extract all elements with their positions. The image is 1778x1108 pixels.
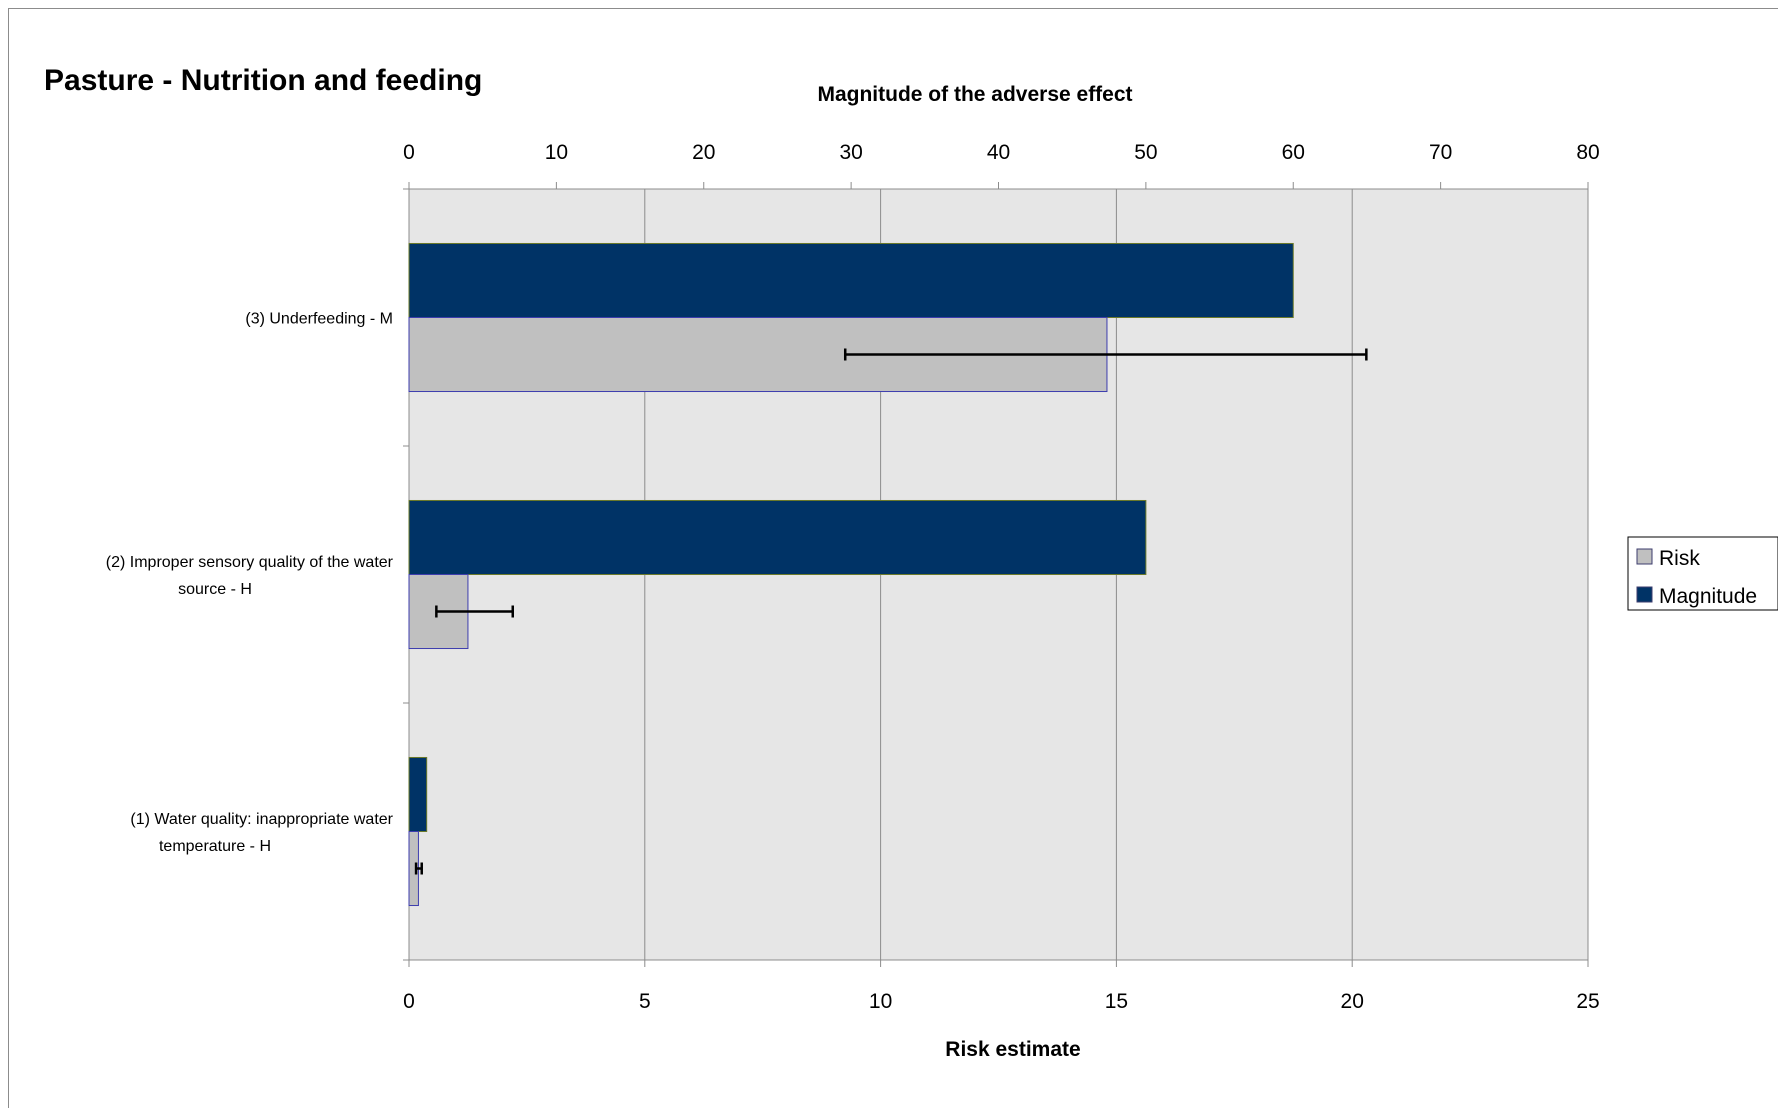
legend-label: Magnitude [1659,585,1757,608]
legend-swatch [1636,548,1653,565]
category-label-line: (3) Underfeeding - M [245,311,393,328]
top-tick-label: 40 [987,141,1010,164]
top-tick-label: 60 [1282,141,1305,164]
top-tick-label: 20 [692,141,715,164]
legend-label: Risk [1659,547,1700,570]
category-label: (3) Underfeeding - M [245,311,393,328]
chart-frame [8,8,1778,1108]
category-label: (2) Improper sensory quality of the wate… [106,554,394,598]
plot-area: (3) Underfeeding - M (2) Improper sensory… [106,141,1600,1013]
bottom-tick-label: 20 [1341,990,1364,1013]
top-tick-label: 80 [1576,141,1599,164]
top-tick-label: 10 [545,141,568,164]
bottom-axis-title: Risk estimate [945,1038,1080,1061]
top-axis-title: Magnitude of the adverse effect [817,83,1132,106]
category-label-line: (1) Water quality: inappropriate water [130,811,393,828]
magnitude-bar [408,756,428,833]
bottom-tick-label: 25 [1576,990,1599,1013]
legend: Risk Magnitude [1627,536,1778,611]
magnitude-bar [408,242,1294,318]
legend-box [1627,536,1778,611]
top-tick-label: 50 [1134,141,1157,164]
chart-title: Pasture - Nutrition and feeding [44,64,482,97]
category-label-line: (2) Improper sensory quality of the wate… [106,554,394,571]
category-label: (1) Water quality: inappropriate water te… [130,811,393,855]
bottom-tick-label: 10 [869,990,892,1013]
top-tick-label: 70 [1429,141,1452,164]
bottom-tick-label: 5 [639,990,651,1013]
legend-swatch [1636,586,1653,603]
magnitude-bar [408,499,1147,576]
top-tick-label: 30 [839,141,862,164]
category-label-line: temperature - H [159,838,271,855]
bottom-tick-label: 15 [1105,990,1128,1013]
category-label-line: source - H [178,581,252,598]
top-tick-label: 0 [403,141,415,164]
bottom-tick-label: 0 [403,990,415,1013]
